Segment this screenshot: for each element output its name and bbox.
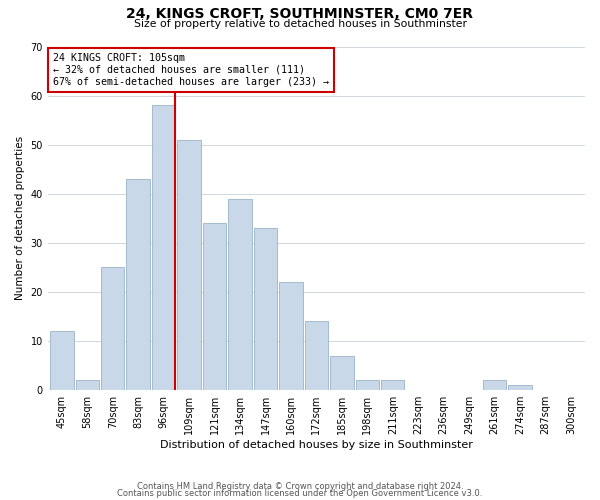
Text: 24, KINGS CROFT, SOUTHMINSTER, CM0 7ER: 24, KINGS CROFT, SOUTHMINSTER, CM0 7ER bbox=[127, 8, 473, 22]
Bar bbox=[229, 198, 252, 390]
Y-axis label: Number of detached properties: Number of detached properties bbox=[15, 136, 25, 300]
Bar bbox=[254, 228, 277, 390]
Bar bbox=[508, 386, 532, 390]
Bar bbox=[101, 268, 124, 390]
Bar bbox=[127, 179, 150, 390]
Bar bbox=[483, 380, 506, 390]
Bar bbox=[203, 224, 226, 390]
Bar bbox=[356, 380, 379, 390]
Bar bbox=[152, 106, 175, 390]
Bar bbox=[50, 332, 74, 390]
Bar bbox=[305, 322, 328, 390]
Text: Contains public sector information licensed under the Open Government Licence v3: Contains public sector information licen… bbox=[118, 489, 482, 498]
Bar bbox=[381, 380, 404, 390]
Text: 24 KINGS CROFT: 105sqm
← 32% of detached houses are smaller (111)
67% of semi-de: 24 KINGS CROFT: 105sqm ← 32% of detached… bbox=[53, 54, 329, 86]
Bar bbox=[76, 380, 99, 390]
Text: Size of property relative to detached houses in Southminster: Size of property relative to detached ho… bbox=[133, 19, 467, 29]
Bar bbox=[178, 140, 201, 390]
Bar bbox=[330, 356, 353, 390]
Bar bbox=[279, 282, 302, 390]
Text: Contains HM Land Registry data © Crown copyright and database right 2024.: Contains HM Land Registry data © Crown c… bbox=[137, 482, 463, 491]
X-axis label: Distribution of detached houses by size in Southminster: Distribution of detached houses by size … bbox=[160, 440, 473, 450]
